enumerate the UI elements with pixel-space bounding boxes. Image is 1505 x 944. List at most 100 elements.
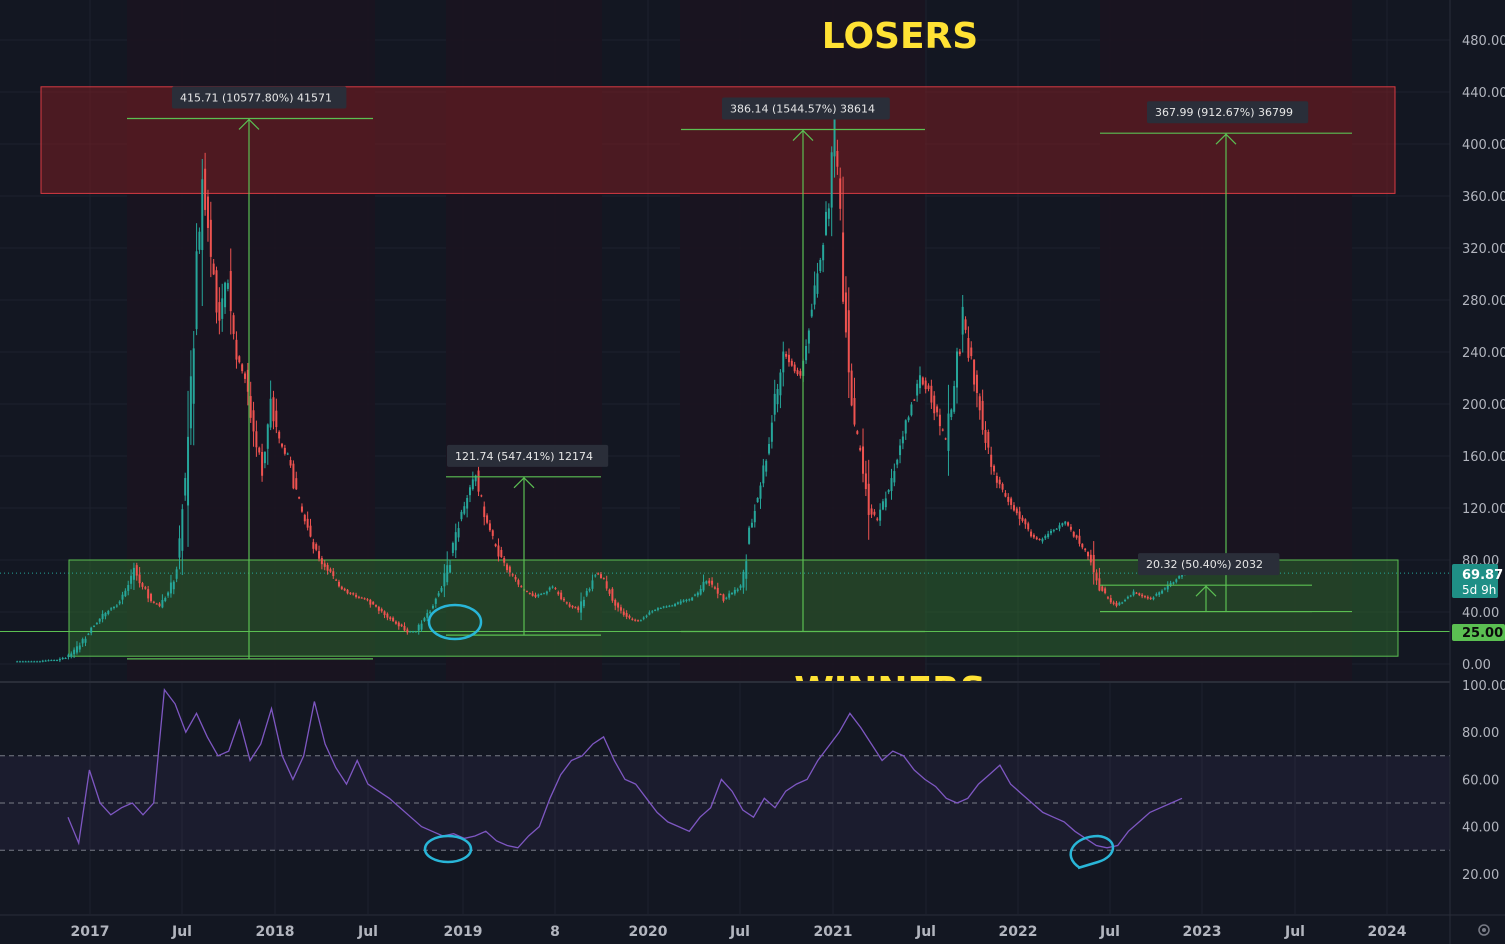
candle-body bbox=[303, 514, 306, 522]
candle-body bbox=[50, 660, 53, 662]
candle-body bbox=[392, 617, 395, 622]
current-price-value: 69.87 bbox=[1462, 568, 1503, 583]
measure-label: 386.14 (1544.57%) 38614 bbox=[730, 103, 875, 116]
candle-body bbox=[725, 597, 728, 599]
candle-body bbox=[688, 599, 691, 601]
candle-body bbox=[560, 592, 563, 600]
candle-body bbox=[562, 598, 565, 601]
measure-tool-1[interactable]: 121.74 (547.41%) 12174 bbox=[446, 444, 609, 636]
candle-body bbox=[1078, 535, 1081, 544]
measure-label: 121.74 (547.41%) 12174 bbox=[455, 450, 593, 463]
candle-body bbox=[278, 431, 281, 439]
candle-body bbox=[614, 599, 617, 606]
candle-body bbox=[813, 285, 816, 305]
candle-body bbox=[457, 528, 460, 538]
price-tick-label: 0.00 bbox=[1462, 658, 1491, 673]
candle-body bbox=[742, 571, 745, 588]
candle-body bbox=[514, 576, 517, 580]
candle-body bbox=[634, 619, 637, 621]
candle-body bbox=[770, 422, 773, 442]
candle-body bbox=[776, 388, 779, 405]
candle-body bbox=[879, 509, 882, 521]
candle-body bbox=[155, 603, 158, 605]
candle-body bbox=[696, 592, 699, 596]
candle-body bbox=[1015, 508, 1018, 514]
candle-body bbox=[443, 572, 446, 587]
candle-body bbox=[132, 567, 135, 580]
candle-body bbox=[668, 605, 671, 607]
price-tick-label: 280.00 bbox=[1462, 294, 1505, 309]
measure-tool-0[interactable]: 415.71 (10577.80%) 41571 bbox=[127, 86, 373, 660]
candle-body bbox=[75, 646, 78, 653]
candle-body bbox=[369, 599, 372, 605]
candle-body bbox=[956, 351, 959, 388]
candle-body bbox=[582, 599, 585, 607]
candle-body bbox=[1058, 525, 1061, 529]
candle-body bbox=[625, 613, 628, 617]
candle-body bbox=[910, 404, 913, 416]
time-axis[interactable]: 2017 Jul 2018 Jul 2019 8 2020 Jul 2021 Jul 2022 Jul… bbox=[0, 914, 1505, 940]
candle-body bbox=[1038, 538, 1041, 540]
support-price-value: 25.00 bbox=[1462, 626, 1503, 641]
candle-body bbox=[272, 397, 275, 422]
candle-body bbox=[693, 594, 696, 596]
candle-body bbox=[221, 298, 224, 319]
candle-body bbox=[580, 601, 583, 613]
candle-body bbox=[332, 571, 335, 577]
candle-body bbox=[565, 602, 568, 604]
price-axis[interactable]: 0.00 40.00 80.00 120.00 160.00 200.00 240.00 28… bbox=[1449, 0, 1505, 944]
candle-body bbox=[266, 424, 269, 449]
candle-body bbox=[622, 611, 625, 615]
candle-body bbox=[896, 459, 899, 465]
candle-body bbox=[1044, 535, 1047, 539]
candle-body bbox=[605, 581, 608, 589]
time-tick-label: Jul bbox=[1099, 924, 1120, 940]
candle-body bbox=[750, 522, 753, 528]
candle-body bbox=[164, 597, 167, 601]
candle-body bbox=[1092, 554, 1095, 573]
price-tick-label: 480.00 bbox=[1462, 34, 1505, 49]
candlestick-series bbox=[16, 107, 1186, 663]
candle-body bbox=[941, 429, 944, 431]
candle-body bbox=[682, 600, 685, 602]
candle-body bbox=[292, 463, 295, 489]
candle-body bbox=[1161, 590, 1164, 594]
settings-gear-icon[interactable] bbox=[1478, 924, 1490, 936]
candle-body bbox=[916, 383, 919, 396]
measure-tool-3[interactable]: 367.99 (912.67%) 36799 bbox=[1100, 101, 1352, 613]
candle-body bbox=[141, 583, 144, 587]
candle-body bbox=[281, 443, 284, 447]
candle-body bbox=[768, 443, 771, 454]
candle-body bbox=[790, 360, 793, 366]
candle-body bbox=[651, 611, 654, 613]
candle-body bbox=[676, 602, 679, 604]
candle-body bbox=[716, 587, 719, 594]
candle-body bbox=[295, 478, 298, 490]
candle-body bbox=[451, 543, 454, 553]
measure-tool-4[interactable]: 20.32 (50.40%) 2032 bbox=[1100, 553, 1312, 613]
rsi-circle-2018 bbox=[423, 834, 473, 864]
candle-body bbox=[674, 603, 677, 606]
measure-tool-2[interactable]: 386.14 (1544.57%) 38614 bbox=[681, 97, 925, 633]
candle-body bbox=[585, 591, 588, 596]
candle-body bbox=[363, 598, 366, 600]
candle-body bbox=[320, 558, 323, 565]
candle-body bbox=[719, 594, 722, 596]
candle-body bbox=[1098, 578, 1101, 591]
measure-arrow-head bbox=[1195, 585, 1217, 597]
candle-body bbox=[1032, 534, 1035, 538]
candle-body bbox=[890, 478, 893, 492]
measure-label-bg bbox=[722, 97, 890, 120]
candle-body bbox=[312, 542, 315, 549]
measurement-tools[interactable]: 415.71 (10577.80%) 41571 121.74 (547.41%)… bbox=[127, 86, 1352, 660]
candle-body bbox=[394, 621, 397, 624]
candle-body bbox=[1135, 592, 1138, 594]
candle-body bbox=[967, 338, 970, 358]
candle-body bbox=[44, 660, 47, 662]
candle-body bbox=[115, 605, 118, 607]
candle-body bbox=[1012, 505, 1015, 511]
candle-body bbox=[429, 611, 432, 614]
candle-body bbox=[975, 374, 978, 393]
candle-body bbox=[1081, 543, 1084, 548]
